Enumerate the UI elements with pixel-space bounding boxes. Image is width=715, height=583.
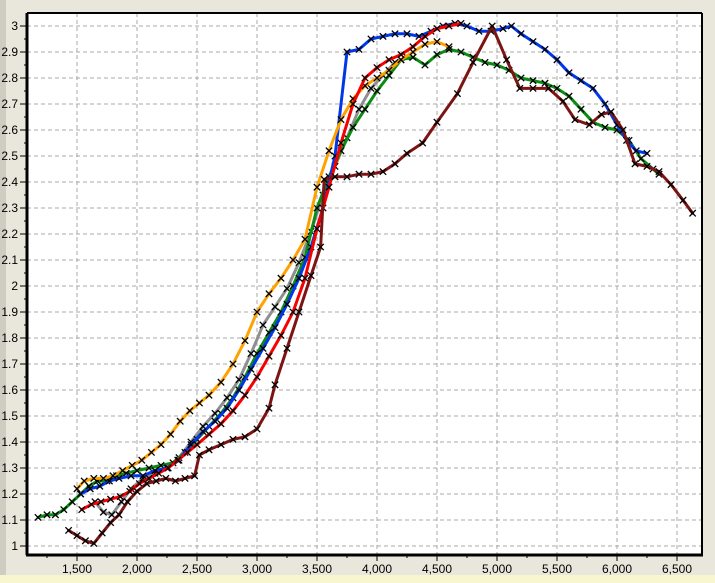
x-tick-label: 1,500 xyxy=(62,562,92,576)
x-tick-label: 2,500 xyxy=(182,562,212,576)
x-tick-label: 3,000 xyxy=(242,562,272,576)
y-tick-label: 1.8 xyxy=(1,331,18,345)
y-tick-label: 2.6 xyxy=(1,123,18,137)
y-tick-label: 2.1 xyxy=(1,253,18,267)
y-tick-label: 2.9 xyxy=(1,45,18,59)
y-tick-label: 1.4 xyxy=(1,435,18,449)
y-tick-label: 1.6 xyxy=(1,383,18,397)
y-tick-label: 2.2 xyxy=(1,227,18,241)
markers-red xyxy=(78,19,465,514)
markers-blue xyxy=(76,19,651,498)
x-axis-tick-labels: 1,500 2,000 2,500 3,000 3,500 4,000 4,500 5,000… xyxy=(62,562,692,576)
x-tick-label: 6,000 xyxy=(602,562,632,576)
y-tick-label: 2.8 xyxy=(1,71,18,85)
markers-dark-red xyxy=(64,22,697,548)
y-tick-label: 2.4 xyxy=(1,175,18,189)
y-tick-label: 2.7 xyxy=(1,97,18,111)
y-tick-label: 1.9 xyxy=(1,305,18,319)
series-gray xyxy=(93,55,409,517)
y-tick-label: 2.3 xyxy=(1,201,18,215)
x-tick-label: 6,500 xyxy=(662,562,692,576)
x-tick-label: 3,500 xyxy=(302,562,332,576)
markers-orange xyxy=(73,37,453,493)
y-tick-label: 3 xyxy=(11,19,18,33)
series-dark-red xyxy=(67,24,695,545)
x-tick-label: 5,000 xyxy=(482,562,512,576)
x-tick-label: 4,000 xyxy=(362,562,392,576)
y-tick-label: 1.3 xyxy=(1,461,18,475)
plot-area xyxy=(27,13,702,555)
x-tick-label: 2,000 xyxy=(122,562,152,576)
y-tick-label: 1.5 xyxy=(1,409,18,423)
y-tick-label: 1.1 xyxy=(1,513,18,527)
y-tick-label: 1 xyxy=(11,539,18,553)
x-tick-label: 5,500 xyxy=(542,562,572,576)
y-tick-label: 2 xyxy=(11,279,18,293)
y-tick-label: 2.5 xyxy=(1,149,18,163)
y-axis-tick-labels: 3 2.9 2.8 2.7 2.6 2.5 2.4 2.3 2.2 2.1 2 1.9 1.8 1.7 1.… xyxy=(1,19,18,553)
y-tick-label: 1.7 xyxy=(1,357,18,371)
series-line-dark-red xyxy=(67,24,695,545)
y-tick-label: 1.2 xyxy=(1,487,18,501)
series-line-gray xyxy=(93,55,409,517)
axis-frame xyxy=(25,12,703,557)
x-tick-label: 4,500 xyxy=(422,562,452,576)
